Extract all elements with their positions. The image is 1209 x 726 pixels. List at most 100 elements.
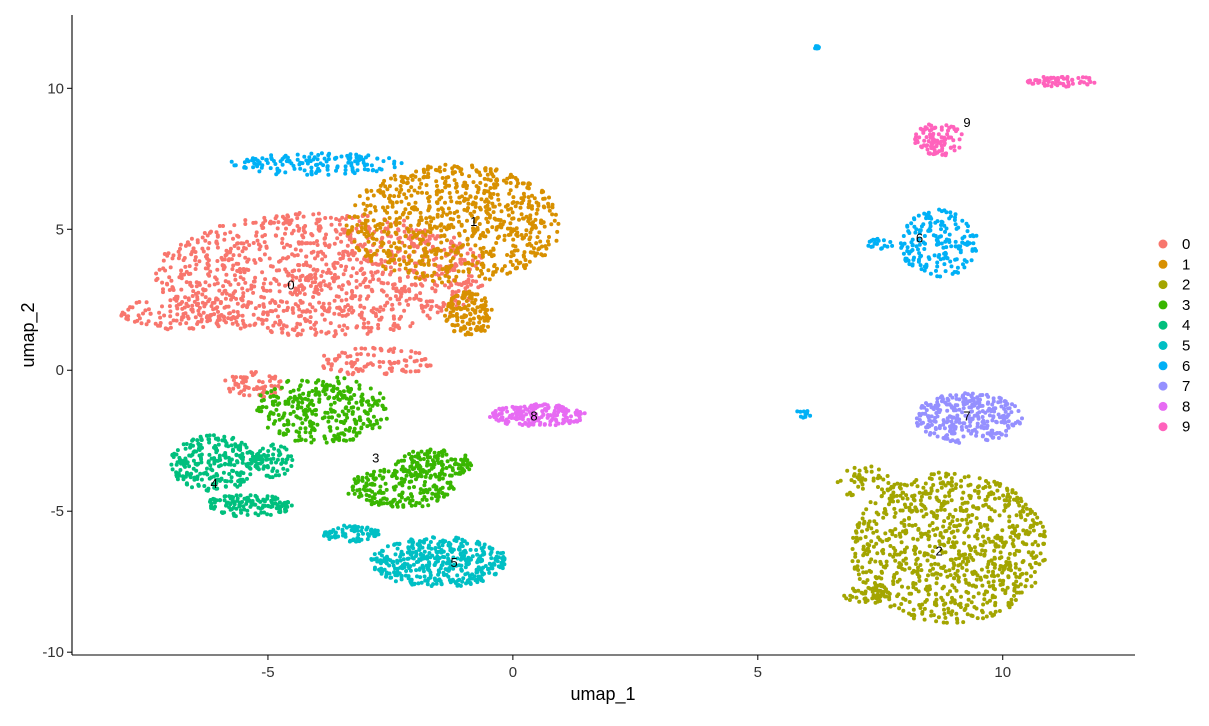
point-cluster-4 xyxy=(169,462,174,467)
point-cluster-0 xyxy=(313,280,318,285)
point-cluster-2 xyxy=(888,544,893,548)
point-cluster-0 xyxy=(348,236,353,241)
point-cluster-2 xyxy=(928,491,933,496)
point-cluster-0 xyxy=(337,324,342,329)
point-cluster-0 xyxy=(340,283,345,288)
point-cluster-2 xyxy=(942,507,947,512)
point-cluster-1 xyxy=(420,190,424,195)
point-cluster-0 xyxy=(243,384,247,389)
point-cluster-3 xyxy=(440,466,445,471)
point-cluster-2 xyxy=(947,493,952,498)
point-cluster-1 xyxy=(344,223,349,228)
point-cluster-0 xyxy=(202,304,207,309)
point-cluster-2 xyxy=(957,556,962,561)
point-cluster-3 xyxy=(297,393,302,398)
point-cluster-2 xyxy=(860,476,865,481)
point-cluster-1 xyxy=(470,202,475,207)
point-cluster-1 xyxy=(479,298,484,303)
point-cluster-2 xyxy=(941,542,946,547)
point-cluster-5 xyxy=(398,554,403,559)
point-cluster-0 xyxy=(180,306,185,311)
point-cluster-2 xyxy=(949,476,954,481)
point-cluster-0 xyxy=(231,386,236,391)
point-cluster-3 xyxy=(323,436,328,441)
point-cluster-1 xyxy=(386,260,391,265)
point-cluster-4 xyxy=(269,498,274,503)
point-cluster-1 xyxy=(470,262,475,267)
point-cluster-1 xyxy=(482,318,487,323)
point-cluster-2 xyxy=(913,562,918,566)
point-cluster-0 xyxy=(310,233,315,238)
point-cluster-0 xyxy=(203,266,208,271)
point-cluster-0 xyxy=(201,325,206,329)
point-cluster-1 xyxy=(493,185,498,190)
point-cluster-4 xyxy=(228,502,233,507)
point-cluster-4 xyxy=(214,481,219,486)
point-cluster-1 xyxy=(357,194,362,199)
point-cluster-1 xyxy=(415,190,420,195)
point-cluster-4 xyxy=(182,463,186,468)
point-cluster-2 xyxy=(1035,515,1040,520)
point-cluster-5 xyxy=(395,546,400,551)
point-cluster-1 xyxy=(502,238,507,242)
point-cluster-1 xyxy=(524,232,529,237)
point-cluster-0 xyxy=(239,241,244,246)
point-cluster-3 xyxy=(417,501,422,506)
point-cluster-2 xyxy=(954,588,959,593)
point-cluster-3 xyxy=(370,499,375,504)
point-cluster-2 xyxy=(869,539,874,544)
point-cluster-1 xyxy=(482,296,487,301)
point-cluster-0 xyxy=(344,291,349,296)
point-cluster-1 xyxy=(452,178,457,183)
point-cluster-0 xyxy=(237,253,242,258)
point-cluster-2 xyxy=(867,560,872,565)
point-cluster-2 xyxy=(952,471,957,476)
point-cluster-0 xyxy=(357,297,362,302)
point-cluster-3 xyxy=(283,432,288,437)
point-cluster-3 xyxy=(401,504,406,509)
point-cluster-3 xyxy=(315,390,320,395)
point-cluster-5 xyxy=(428,573,433,578)
point-cluster-2 xyxy=(882,507,887,511)
point-cluster-3 xyxy=(426,503,431,508)
point-cluster-1 xyxy=(382,218,387,223)
point-cluster-1 xyxy=(388,222,393,227)
point-cluster-2 xyxy=(900,496,905,501)
point-cluster-2 xyxy=(1007,519,1012,524)
point-cluster-3 xyxy=(291,399,296,404)
point-cluster-1 xyxy=(481,265,486,270)
point-cluster-1 xyxy=(532,246,536,251)
point-cluster-4 xyxy=(254,455,259,460)
point-cluster-1 xyxy=(487,277,492,282)
point-cluster-2 xyxy=(861,570,866,575)
point-cluster-2 xyxy=(915,537,920,542)
point-cluster-1 xyxy=(419,254,424,259)
point-cluster-1 xyxy=(435,184,439,188)
point-cluster-2 xyxy=(918,606,923,610)
point-cluster-3 xyxy=(314,386,318,391)
point-cluster-1 xyxy=(462,295,467,300)
point-cluster-2 xyxy=(917,578,922,583)
point-cluster-1 xyxy=(365,218,370,223)
point-cluster-0 xyxy=(263,384,268,389)
point-cluster-2 xyxy=(1031,555,1036,560)
point-cluster-1 xyxy=(422,262,427,267)
point-cluster-2 xyxy=(923,506,928,511)
point-cluster-1 xyxy=(477,170,482,175)
point-cluster-2 xyxy=(923,481,928,486)
point-cluster-5 xyxy=(418,557,423,562)
point-cluster-1 xyxy=(481,315,486,320)
point-cluster-0 xyxy=(285,242,290,247)
point-cluster-2 xyxy=(983,574,988,579)
point-cluster-0 xyxy=(371,353,376,358)
point-cluster-4 xyxy=(184,442,189,446)
point-cluster-0 xyxy=(264,244,269,249)
point-cluster-0 xyxy=(414,293,419,298)
point-cluster-2 xyxy=(863,600,868,604)
point-cluster-5 xyxy=(398,565,403,570)
point-cluster-0 xyxy=(451,268,455,273)
point-cluster-3 xyxy=(269,389,274,394)
point-cluster-0 xyxy=(409,241,414,246)
point-cluster-2 xyxy=(1016,500,1020,505)
point-cluster-2 xyxy=(870,589,875,594)
